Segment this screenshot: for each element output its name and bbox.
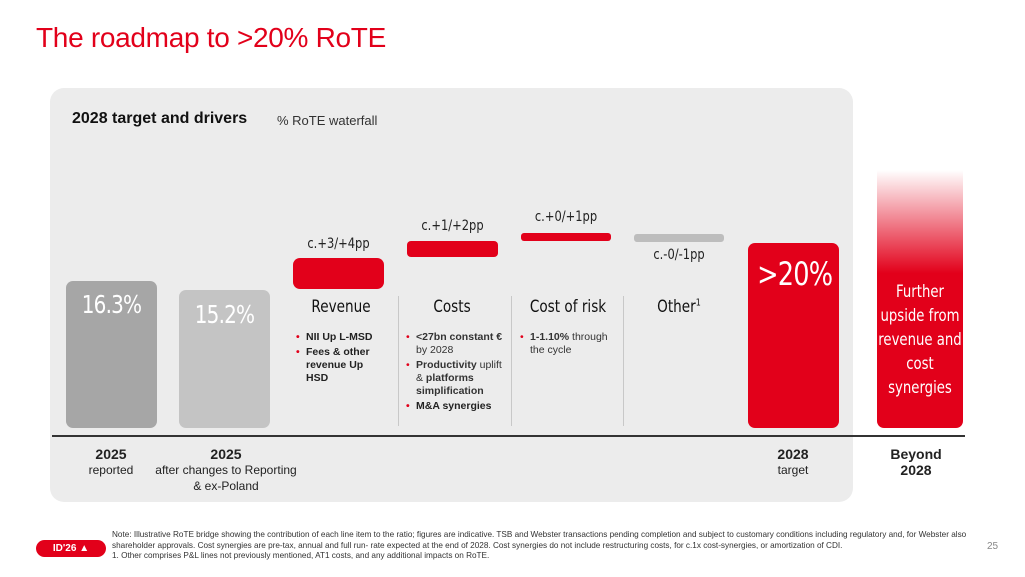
footnote-marker: 1 bbox=[695, 297, 701, 309]
bar-costs bbox=[407, 241, 498, 257]
x-label-sub: reported bbox=[88, 463, 134, 477]
flame-icon: ▲ bbox=[79, 543, 90, 554]
driver-heading-revenue: Revenue bbox=[311, 297, 371, 317]
bar-2025-reported bbox=[66, 281, 157, 428]
delta-label-revenue: c.+3/+4pp bbox=[307, 236, 370, 252]
bullet: Productivity uplift & platforms simplifi… bbox=[406, 359, 508, 398]
x-label-year: 2025 bbox=[210, 446, 242, 462]
x-label-2025-reported: 2025 reported bbox=[56, 446, 166, 478]
x-label-year: 2028 bbox=[900, 462, 932, 478]
bullets-revenue: NII Up L-MSD Fees & other revenue Up HSD bbox=[296, 331, 388, 387]
bullet: Fees & other revenue Up HSD bbox=[296, 346, 388, 385]
driver-heading-other: Other1 bbox=[635, 297, 723, 317]
x-label-sub: after changes to Reporting & ex-Poland bbox=[155, 463, 297, 493]
x-label-year: 2028 bbox=[777, 446, 809, 462]
x-label-sub: target bbox=[777, 463, 809, 477]
page-number: 25 bbox=[987, 541, 999, 552]
bar-2028-target bbox=[748, 243, 839, 428]
footnote-1: 1. Other comprises P&L lines not previou… bbox=[112, 551, 490, 560]
x-label-beyond-2028: Beyond 2028 bbox=[866, 446, 966, 478]
bar-revenue bbox=[293, 258, 384, 289]
bar-cost-of-risk bbox=[521, 233, 611, 241]
x-label-2025-adjusted: 2025 after changes to Reporting & ex-Pol… bbox=[154, 446, 298, 494]
bullet: 1-1.10% through the cycle bbox=[520, 331, 610, 357]
chart-subheading: % RoTE waterfall bbox=[277, 113, 378, 128]
delta-label-cost-of-risk: c.+0/+1pp bbox=[534, 209, 598, 225]
bar-other bbox=[634, 234, 724, 242]
separator bbox=[623, 296, 624, 426]
separator bbox=[398, 296, 399, 426]
separator bbox=[511, 296, 512, 426]
delta-label-costs: c.+1/+2pp bbox=[421, 218, 484, 234]
bullet: M&A synergies bbox=[406, 400, 508, 413]
footnote: Note: Illustrative RoTE bridge showing t… bbox=[112, 530, 972, 562]
x-label-year: 2025 bbox=[95, 446, 127, 462]
bar-2025-adjusted bbox=[179, 290, 270, 428]
driver-heading-other-text: Other bbox=[657, 297, 696, 317]
bullet: <27bn constant € by 2028 bbox=[406, 331, 508, 357]
driver-heading-costs: Costs bbox=[433, 297, 471, 317]
beyond-2028-text: Further upside from revenue and cost syn… bbox=[878, 282, 962, 398]
x-axis bbox=[52, 435, 965, 437]
x-label-2028-target: 2028 target bbox=[743, 446, 843, 478]
bullet-text: <27bn constant € bbox=[416, 331, 503, 343]
id26-logo: ID'26 ▲ bbox=[36, 540, 106, 557]
x-label-beyond: Beyond bbox=[890, 446, 942, 462]
chart-panel bbox=[50, 88, 853, 502]
bullet-text: 1-1.10% bbox=[530, 331, 570, 343]
logo-text: ID'26 bbox=[52, 543, 77, 554]
bullets-cost-of-risk: 1-1.10% through the cycle bbox=[520, 331, 610, 359]
bar-beyond-2028 bbox=[877, 170, 963, 428]
bullet: NII Up L-MSD bbox=[296, 331, 388, 344]
chart-heading: 2028 target and drivers bbox=[72, 110, 248, 127]
bullets-costs: <27bn constant € by 2028 Productivity up… bbox=[406, 331, 508, 415]
page-title: The roadmap to >20% RoTE bbox=[36, 22, 386, 53]
bullet-text: platforms simplification bbox=[416, 372, 484, 397]
delta-label-other: c.-0/-1pp bbox=[653, 247, 705, 263]
value-label-2025-adjusted: 15.2% bbox=[194, 300, 255, 329]
footnote-note: Note: Illustrative RoTE bridge showing t… bbox=[112, 530, 967, 550]
value-label-2025-reported: 16.3% bbox=[81, 290, 142, 319]
value-label-2028-target: >20% bbox=[757, 255, 833, 293]
bullet-text: Productivity bbox=[416, 359, 477, 371]
driver-heading-cost-of-risk: Cost of risk bbox=[529, 297, 607, 317]
